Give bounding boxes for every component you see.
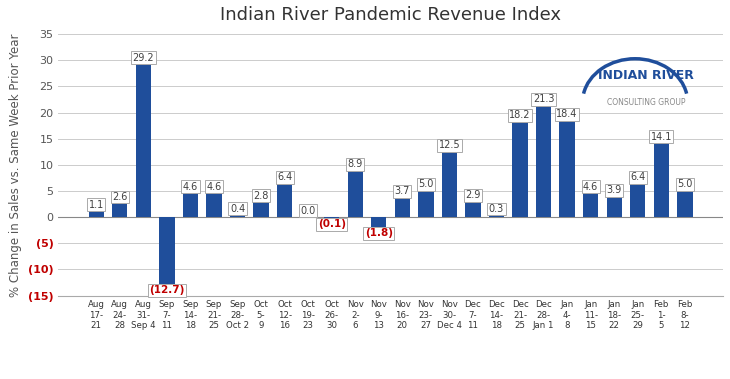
- Text: 6.4: 6.4: [277, 172, 292, 182]
- Bar: [489, 216, 504, 217]
- Bar: [630, 184, 645, 217]
- Text: CONSULTING GROUP: CONSULTING GROUP: [607, 98, 685, 107]
- Bar: [277, 184, 292, 217]
- Bar: [653, 143, 669, 217]
- Text: 2.8: 2.8: [253, 191, 269, 201]
- Text: 6.4: 6.4: [630, 172, 645, 182]
- Text: 3.9: 3.9: [607, 185, 622, 195]
- Bar: [230, 215, 245, 217]
- Text: 18.4: 18.4: [556, 110, 578, 119]
- Bar: [607, 197, 622, 217]
- Text: 5.0: 5.0: [677, 179, 693, 190]
- Text: (12.7): (12.7): [149, 285, 185, 295]
- Bar: [512, 122, 528, 217]
- Bar: [253, 202, 269, 217]
- Bar: [536, 106, 551, 217]
- Bar: [88, 211, 104, 217]
- Bar: [371, 217, 386, 227]
- Text: INDIAN RIVER: INDIAN RIVER: [598, 69, 694, 82]
- Text: 8.9: 8.9: [347, 159, 363, 169]
- Bar: [559, 121, 575, 217]
- Bar: [136, 64, 151, 217]
- Text: 5.0: 5.0: [418, 179, 434, 190]
- Text: 0.4: 0.4: [230, 204, 245, 213]
- Text: (1.8): (1.8): [365, 228, 393, 238]
- Text: 2.6: 2.6: [112, 192, 128, 202]
- Text: 14.1: 14.1: [650, 132, 672, 142]
- Text: 18.2: 18.2: [510, 110, 531, 121]
- Text: 4.6: 4.6: [583, 182, 599, 191]
- Bar: [395, 198, 410, 217]
- Bar: [677, 191, 693, 217]
- Bar: [347, 171, 363, 217]
- Text: 21.3: 21.3: [533, 94, 554, 104]
- Text: 1.1: 1.1: [88, 200, 104, 210]
- Bar: [112, 204, 128, 217]
- Bar: [159, 217, 174, 283]
- Y-axis label: % Change in Sales vs. Same Week Prior Year: % Change in Sales vs. Same Week Prior Ye…: [9, 33, 23, 297]
- Bar: [442, 152, 457, 217]
- Text: 0.3: 0.3: [489, 204, 504, 214]
- Bar: [182, 193, 198, 217]
- Text: 4.6: 4.6: [207, 182, 222, 191]
- Text: 2.9: 2.9: [465, 190, 480, 200]
- Bar: [418, 191, 434, 217]
- Bar: [207, 193, 222, 217]
- Text: 4.6: 4.6: [182, 182, 198, 191]
- Bar: [583, 193, 599, 217]
- Text: 29.2: 29.2: [133, 53, 154, 63]
- Text: 3.7: 3.7: [395, 186, 410, 196]
- Text: (0.1): (0.1): [318, 219, 346, 229]
- Text: 0.0: 0.0: [301, 205, 316, 216]
- Text: 12.5: 12.5: [439, 140, 460, 150]
- Bar: [465, 202, 480, 217]
- Bar: [324, 217, 339, 218]
- Title: Indian River Pandemic Revenue Index: Indian River Pandemic Revenue Index: [220, 6, 561, 24]
